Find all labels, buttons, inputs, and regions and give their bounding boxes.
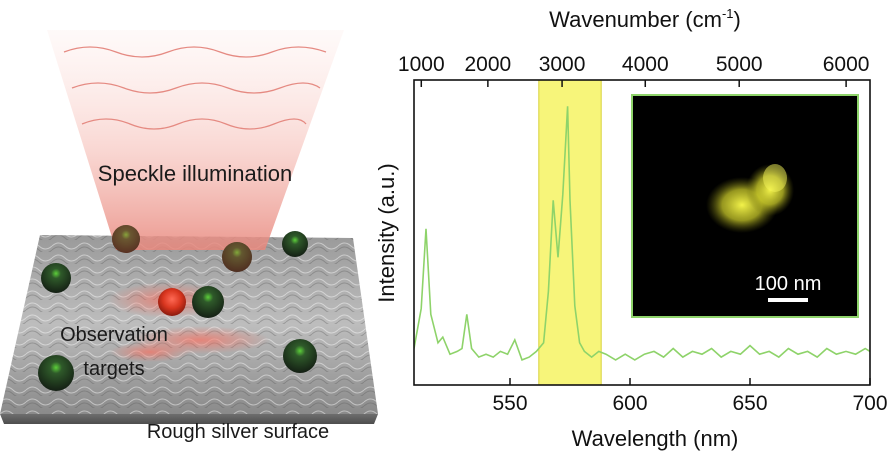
x-tick-label: 700 <box>852 392 887 415</box>
x-tick-label: 550 <box>492 392 527 415</box>
particle <box>283 339 317 373</box>
top-axis-title-sup: -1 <box>722 6 734 21</box>
x-axis-ticks: 550 600 650 700 <box>492 378 888 415</box>
surface-label: Rough silver surface <box>147 421 329 443</box>
speckle-beam <box>47 30 344 250</box>
particle <box>158 288 186 316</box>
silver-surface <box>0 235 378 424</box>
top-axis-title: Wavenumber (cm-1) <box>549 6 741 32</box>
top-tick-label: 3000 <box>539 53 586 76</box>
plot-frame <box>413 79 871 386</box>
top-tick-label: 4000 <box>622 53 669 76</box>
particle <box>112 225 140 253</box>
x-axis-title: Wavelength (nm) <box>572 426 739 451</box>
particle <box>222 242 252 272</box>
highlight-band <box>538 79 602 386</box>
scale-bar-label: 100 nm <box>755 273 822 295</box>
top-tick-label: 5000 <box>716 53 763 76</box>
targets-label-line2: targets <box>83 358 144 380</box>
scale-bar <box>768 298 808 302</box>
inset-image: 100 nm <box>631 94 859 318</box>
top-tick-label: 2000 <box>465 53 512 76</box>
particle <box>41 263 71 293</box>
targets-label-line1: Observation <box>60 324 168 346</box>
top-axis-ticks: 1000 2000 3000 4000 5000 6000 <box>398 53 870 87</box>
series-line <box>414 106 870 361</box>
top-tick-label: 1000 <box>398 53 445 76</box>
illumination-label: Speckle illumination <box>98 161 292 186</box>
top-axis-title-main: Wavenumber (cm <box>549 7 722 32</box>
particle <box>112 225 140 253</box>
particle <box>38 355 74 391</box>
x-tick-label: 650 <box>732 392 767 415</box>
bright-spot <box>706 164 794 233</box>
particle <box>192 286 224 318</box>
observation-targets <box>38 225 317 391</box>
top-axis-title-close: ) <box>734 7 741 32</box>
x-tick-label: 600 <box>612 392 647 415</box>
y-axis-title: Intensity (a.u.) <box>374 163 399 302</box>
particle <box>282 231 308 257</box>
particle <box>222 242 252 272</box>
top-tick-label: 6000 <box>823 53 870 76</box>
